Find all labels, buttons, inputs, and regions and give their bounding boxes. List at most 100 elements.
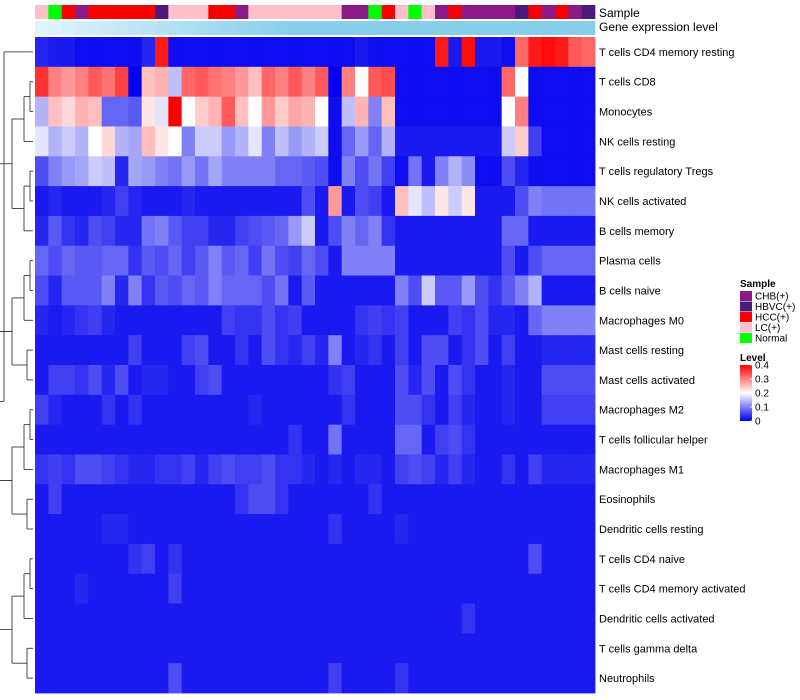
heatmap-cell <box>541 514 556 545</box>
heatmap-cell <box>435 365 449 396</box>
heatmap-cell <box>208 484 223 515</box>
heatmap-cell <box>88 424 103 455</box>
sample-annotation-cell <box>195 5 209 19</box>
heatmap-cell <box>395 66 409 98</box>
heatmap-cell <box>421 156 436 187</box>
heatmap-cell <box>355 37 369 68</box>
heatmap-cell <box>288 514 303 545</box>
heatmap-cell <box>395 454 409 485</box>
heatmap-cell <box>141 305 156 336</box>
level-legend-tick-label: 0.3 <box>755 375 769 386</box>
heatmap-cell <box>448 633 463 664</box>
sample-annotation-cell <box>315 5 329 19</box>
heatmap-cell <box>435 305 449 336</box>
heatmap-cell <box>501 186 516 217</box>
heatmap-cell <box>88 245 103 276</box>
heatmap-cell <box>581 66 596 98</box>
heatmap-cell <box>35 96 49 127</box>
expression-annotation-bar <box>35 21 596 35</box>
expression-annotation-cell <box>301 21 316 35</box>
heatmap-cell <box>221 215 236 247</box>
heatmap-cell <box>395 633 409 664</box>
heatmap-cell <box>181 543 196 575</box>
heatmap-cell <box>528 603 543 634</box>
heatmap-cell <box>101 96 116 127</box>
heatmap-cell <box>341 186 356 217</box>
heatmap-cell <box>275 454 289 485</box>
heatmap-cell <box>395 37 409 68</box>
heatmap-cell <box>528 245 543 276</box>
heatmap-cell <box>155 573 169 604</box>
heatmap-cell <box>435 394 449 426</box>
heatmap-cell <box>141 633 156 664</box>
heatmap-cell <box>408 394 423 426</box>
heatmap-cell <box>541 126 556 157</box>
heatmap-cell <box>421 186 436 217</box>
heatmap-cell <box>141 245 156 276</box>
heatmap-cell <box>368 215 383 247</box>
heatmap-cell <box>35 454 49 485</box>
heatmap-cell <box>328 305 343 336</box>
level-legend: Level 0.4 0.3 0.2 0.1 0 <box>740 353 769 428</box>
heatmap-cell <box>221 603 236 634</box>
heatmap-cell <box>421 663 436 694</box>
heatmap-cell <box>501 573 516 604</box>
heatmap-cell <box>75 365 89 396</box>
heatmap-cell <box>101 543 116 575</box>
heatmap-cell <box>488 573 503 604</box>
heatmap-cell <box>115 365 129 396</box>
heatmap-cell <box>568 514 583 545</box>
heatmap-cell <box>501 633 516 664</box>
heatmap-cell <box>475 245 489 276</box>
expression-annotation-cell <box>288 21 302 35</box>
heatmap-cell <box>448 484 463 515</box>
heatmap-cell <box>155 454 169 485</box>
heatmap-cell <box>221 394 236 426</box>
heatmap-cell <box>195 603 209 634</box>
row-label: NK cells resting <box>599 136 675 148</box>
heatmap-cell <box>541 484 556 515</box>
heatmap-cell <box>461 365 476 396</box>
heatmap-cell <box>421 305 436 336</box>
heatmap-cell <box>155 335 169 366</box>
heatmap-cell <box>515 514 529 545</box>
heatmap-cell <box>301 215 316 247</box>
sample-annotation-cell <box>248 5 262 19</box>
heatmap-cell <box>541 305 556 336</box>
heatmap-cell <box>355 305 369 336</box>
heatmap-cell <box>141 37 156 68</box>
heatmap-cell <box>88 543 103 575</box>
heatmap-cell <box>475 37 489 68</box>
heatmap-cell <box>448 66 463 98</box>
heatmap-cell <box>248 66 263 98</box>
heatmap-cell <box>301 484 316 515</box>
heatmap-cell <box>61 484 76 515</box>
heatmap-cell <box>288 424 303 455</box>
heatmap-cell <box>528 126 543 157</box>
heatmap-cell <box>221 96 236 127</box>
heatmap-cell <box>35 573 49 604</box>
heatmap-cell <box>488 365 503 396</box>
heatmap-cell <box>341 156 356 187</box>
heatmap-cell <box>461 215 476 247</box>
heatmap-cell <box>475 275 489 306</box>
heatmap-cell <box>301 663 316 694</box>
heatmap-cell <box>101 633 116 664</box>
heatmap-cell <box>101 573 116 604</box>
heatmap-cell <box>501 275 516 306</box>
heatmap-cell <box>408 454 423 485</box>
sample-annotation-cell <box>181 5 196 19</box>
heatmap-cell <box>581 215 596 247</box>
heatmap-cell <box>235 275 249 306</box>
row-label: T cells CD4 memory activated <box>599 584 746 596</box>
heatmap-cell <box>448 603 463 634</box>
heatmap-cell <box>275 245 289 276</box>
heatmap-cell <box>248 454 263 485</box>
heatmap-cell <box>261 424 276 455</box>
heatmap-cell <box>141 126 156 157</box>
heatmap-cell <box>568 365 583 396</box>
heatmap-cell <box>61 633 76 664</box>
heatmap-cell <box>35 663 49 694</box>
heatmap-cell <box>421 37 436 68</box>
heatmap-cell <box>75 573 89 604</box>
